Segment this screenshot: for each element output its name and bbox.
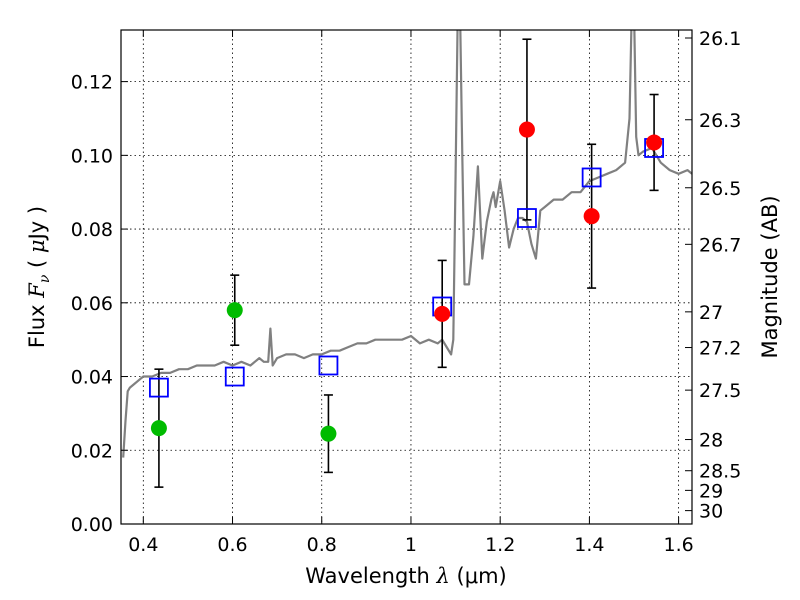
grid-lines bbox=[121, 30, 692, 525]
x-tick-labels: 0.4 0.6 0.8 1 1.2 1.4 1.6 bbox=[128, 534, 694, 556]
magnitude-tick-label: 27 bbox=[699, 302, 723, 324]
x-tick-label: 1.2 bbox=[485, 534, 515, 556]
optical-data-point bbox=[226, 302, 243, 319]
y-axis-title: Flux Fν ( μJy ) bbox=[25, 206, 53, 348]
model-photometry-square bbox=[224, 366, 245, 387]
magnitude-tick-label: 26.5 bbox=[699, 178, 741, 200]
nir-data-point bbox=[434, 305, 451, 322]
y-tick-label: 0.08 bbox=[71, 219, 113, 241]
magnitude-tick-label: 29 bbox=[699, 480, 723, 502]
magnitude-tick-label: 26.1 bbox=[699, 28, 741, 50]
x-tick-label: 0.6 bbox=[217, 534, 247, 556]
magnitude-tick-label: 28 bbox=[699, 430, 723, 452]
x-tick-label: 1.4 bbox=[574, 534, 604, 556]
y-tick-labels: 0.00 0.02 0.04 0.06 0.08 0.10 0.12 bbox=[71, 72, 113, 536]
magnitude-tick-label: 26.3 bbox=[699, 110, 741, 132]
optical-data-point bbox=[150, 420, 167, 437]
magnitude-tick-label: 26.7 bbox=[699, 234, 741, 256]
magnitude-tick-label: 27.2 bbox=[699, 338, 741, 360]
y-tick-label: 0.02 bbox=[71, 440, 113, 462]
model-spectrum-line bbox=[122, 30, 692, 458]
x-tick-label: 1 bbox=[405, 534, 417, 556]
y-tick-label: 0.04 bbox=[71, 367, 113, 389]
y-tick-label: 0.12 bbox=[71, 72, 113, 94]
x-tick-label: 1.6 bbox=[664, 534, 694, 556]
nir-data-point bbox=[518, 121, 535, 138]
model-photometry-square bbox=[581, 167, 602, 188]
optical-data-point bbox=[320, 425, 337, 442]
observed-points-layer bbox=[150, 121, 663, 442]
model-photometry-square bbox=[318, 355, 339, 376]
model-photometry-square bbox=[517, 208, 537, 228]
x-tick-label: 0.8 bbox=[307, 534, 337, 556]
errorbar-layer bbox=[154, 38, 659, 488]
nir-data-point bbox=[583, 208, 600, 225]
y-tick-label: 0.00 bbox=[71, 514, 113, 536]
x-tick-label: 0.4 bbox=[128, 534, 158, 556]
y-tick-label: 0.10 bbox=[71, 145, 113, 167]
magnitude-tick-label: 28.5 bbox=[699, 461, 741, 483]
y-tick-label: 0.06 bbox=[71, 293, 113, 315]
axis-ticks bbox=[121, 30, 692, 525]
magnitude-tick-label: 27.5 bbox=[699, 380, 741, 402]
plot-frame bbox=[120, 29, 693, 525]
magnitude-tick-label: 30 bbox=[699, 501, 723, 523]
model-photometry-square bbox=[149, 377, 169, 398]
model-spectrum-layer bbox=[122, 30, 692, 458]
nir-data-point bbox=[646, 134, 663, 151]
model-photometry-layer bbox=[149, 138, 664, 398]
x-axis-title: Wavelength λ (μm) bbox=[305, 564, 506, 588]
magnitude-axis-title: Magnitude (AB) bbox=[758, 195, 782, 358]
